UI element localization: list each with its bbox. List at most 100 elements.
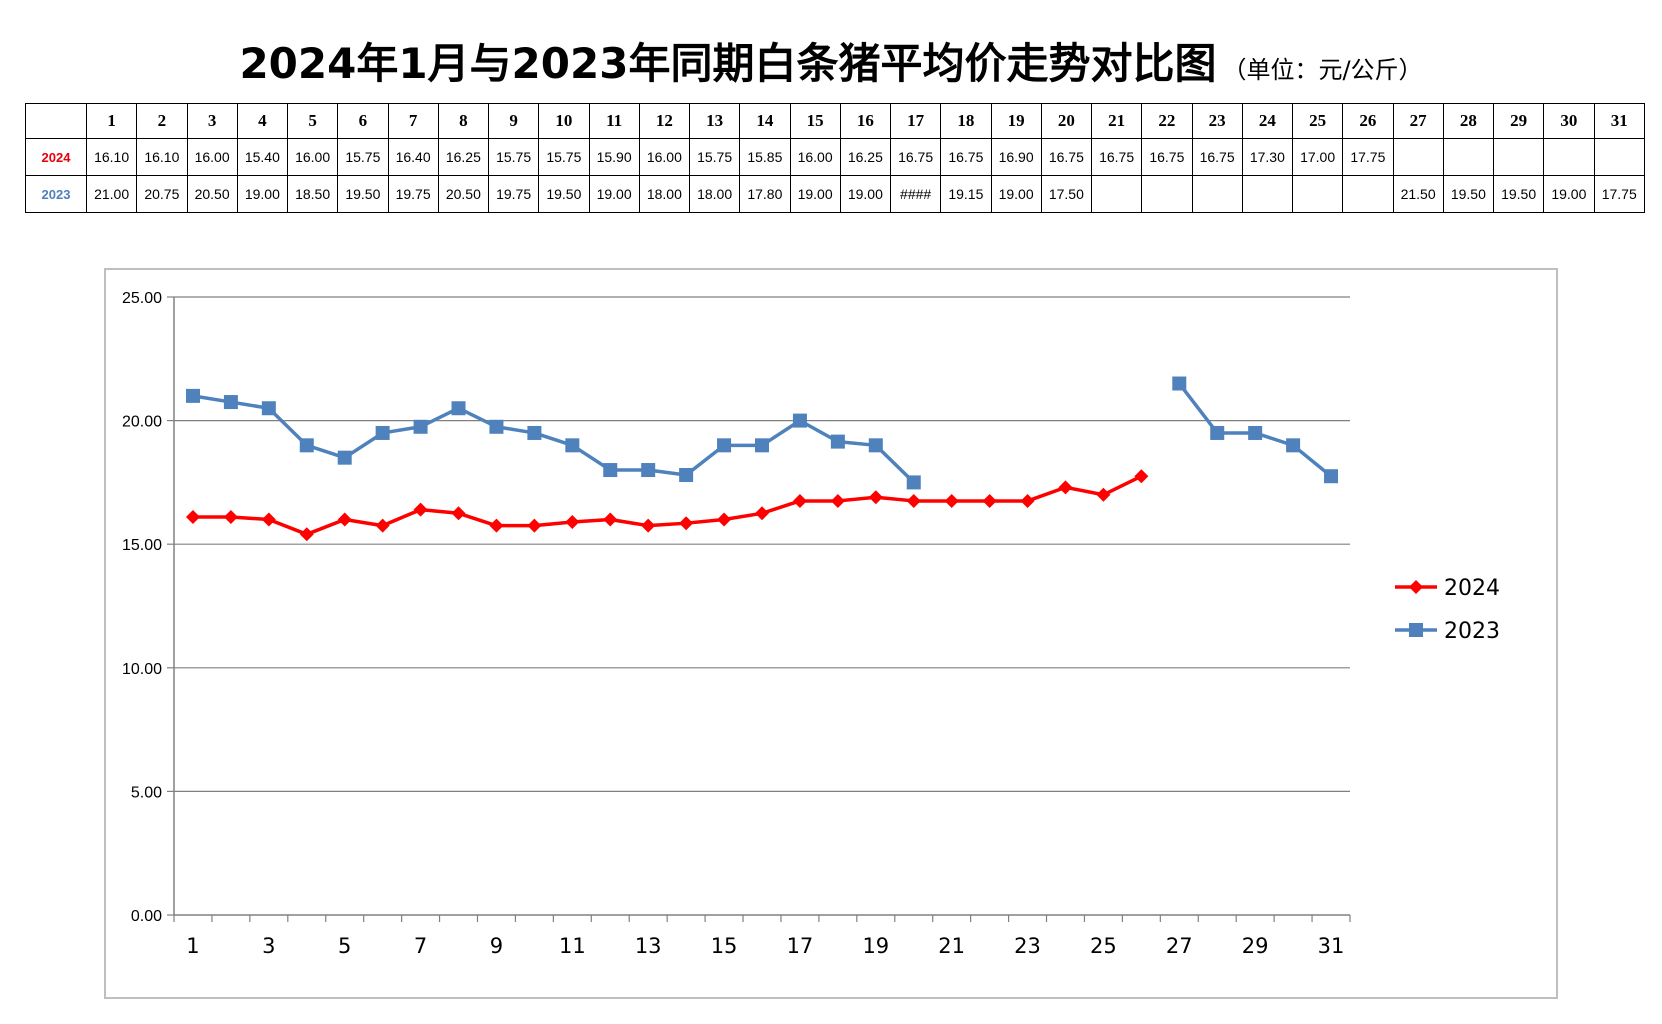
data-point-2023 xyxy=(830,434,845,449)
data-point-2023 xyxy=(413,419,428,434)
data-point-2024 xyxy=(185,510,200,525)
data-point-2023 xyxy=(755,438,769,453)
table-cell xyxy=(1191,175,1243,213)
x-tick-label: 25 xyxy=(1090,934,1117,958)
table-cell: 20.50 xyxy=(437,175,490,213)
data-point-2023 xyxy=(1172,376,1187,391)
table-cell: 21.00 xyxy=(85,175,138,213)
data-point-2024 xyxy=(489,518,504,533)
table-day-header: 10 xyxy=(538,103,590,139)
data-point-2023 xyxy=(337,450,352,465)
table-row-2023: 2023 21.00 20.75 20.50 19.00 18.50 19.50 19.75 2… xyxy=(25,175,1645,213)
table-cell: 16.90 xyxy=(990,138,1042,176)
data-point-2024 xyxy=(1134,469,1149,484)
data-point-2024 xyxy=(982,493,997,508)
data-point-2024 xyxy=(679,516,694,531)
data-point-2023 xyxy=(451,401,466,416)
x-tick-label: 29 xyxy=(1242,934,1269,958)
table-cell: 17.75 xyxy=(1593,175,1645,213)
data-point-2024 xyxy=(375,518,390,533)
table-cell: 18.50 xyxy=(286,175,339,213)
data-point-2023 xyxy=(375,425,390,440)
table-cell: 19.00 xyxy=(990,175,1042,213)
table-cell: 15.85 xyxy=(739,138,791,176)
data-point-2023 xyxy=(489,419,504,434)
table-day-header: 4 xyxy=(236,103,289,139)
x-tick-label: 3 xyxy=(262,934,275,958)
table-day-header: 28 xyxy=(1442,103,1495,139)
table-cell: 15.40 xyxy=(236,138,289,176)
table-corner-cell xyxy=(25,103,87,139)
data-point-2024 xyxy=(565,514,580,529)
table-row-2024: 2024 16.10 16.10 16.00 15.40 16.00 15.75 16.40 1… xyxy=(25,138,1645,176)
table-cell: 16.00 xyxy=(186,138,238,176)
table-cell: 19.50 xyxy=(1492,175,1545,213)
x-tick-label: 17 xyxy=(787,934,814,958)
data-point-2024 xyxy=(944,493,959,508)
table-cell: 16.00 xyxy=(789,138,841,176)
data-point-2023 xyxy=(1286,438,1301,453)
table-cell: 15.75 xyxy=(487,138,540,176)
x-tick-label: 21 xyxy=(938,934,965,958)
table-cell xyxy=(1141,175,1193,213)
x-tick-label: 5 xyxy=(338,934,351,958)
data-point-2024 xyxy=(299,527,314,542)
y-tick-label: 0.00 xyxy=(131,908,162,925)
table-day-header: 23 xyxy=(1191,103,1243,139)
table-cell xyxy=(1090,175,1143,213)
data-point-2024 xyxy=(755,506,769,521)
table-day-header: 6 xyxy=(337,103,389,139)
table-day-header: 26 xyxy=(1342,103,1394,139)
data-point-2024 xyxy=(413,502,428,517)
table-cell: 15.75 xyxy=(337,138,389,176)
y-tick-label: 5.00 xyxy=(131,784,162,801)
table-cell: 15.75 xyxy=(688,138,741,176)
data-point-2023 xyxy=(1248,425,1263,440)
table-cell xyxy=(1342,175,1394,213)
table-cell: 19.00 xyxy=(839,175,892,213)
table-cell: 19.00 xyxy=(236,175,289,213)
y-tick-label: 20.00 xyxy=(122,414,162,431)
table-cell xyxy=(1241,175,1294,213)
data-point-2024 xyxy=(337,512,352,527)
data-point-2024 xyxy=(868,490,883,505)
data-point-2024 xyxy=(1096,487,1111,502)
chart-title: 2024年1月与2023年同期白条猪平均价走势对比图 （单位：元/公斤） xyxy=(0,30,1662,91)
data-point-2023 xyxy=(185,388,200,403)
data-point-2024 xyxy=(641,518,656,533)
x-tick-label: 15 xyxy=(711,934,738,958)
table-cell: 17.00 xyxy=(1291,138,1344,176)
data-point-2023 xyxy=(565,438,580,453)
table-cell: 18.00 xyxy=(688,175,741,213)
y-tick-label: 15.00 xyxy=(122,537,162,554)
title-unit: （单位：元/公斤） xyxy=(1222,56,1423,84)
data-point-2023 xyxy=(868,438,883,453)
table-day-header: 9 xyxy=(487,103,540,139)
data-point-2024 xyxy=(223,510,238,525)
table-cell: 19.00 xyxy=(1543,175,1595,213)
table-day-header: 18 xyxy=(940,103,992,139)
title-main: 2024年1月与2023年同期白条猪平均价走势对比图 xyxy=(239,39,1217,88)
table-day-header: 8 xyxy=(437,103,490,139)
table-day-header: 27 xyxy=(1392,103,1444,139)
table-cell xyxy=(1593,138,1645,176)
table-row-label: 2024 xyxy=(25,138,87,176)
table-cell: 19.50 xyxy=(1442,175,1495,213)
data-point-2024 xyxy=(906,493,921,508)
data-point-2023 xyxy=(223,395,238,410)
x-tick-label: 27 xyxy=(1166,934,1193,958)
data-point-2024 xyxy=(1020,493,1035,508)
data-point-2023 xyxy=(717,438,732,453)
data-point-2024 xyxy=(451,506,466,521)
table-cell: 17.50 xyxy=(1040,175,1093,213)
data-point-2023 xyxy=(299,438,314,453)
table-day-header: 29 xyxy=(1492,103,1545,139)
table-cell: 16.75 xyxy=(1141,138,1193,176)
data-point-2024 xyxy=(792,493,807,508)
x-tick-label: 31 xyxy=(1318,934,1345,958)
price-data-table: 1 2 3 4 5 6 7 8 9 10 11 12 13 14 15 16 17 18 19 20 21 22 23 24 2… xyxy=(25,103,1645,213)
legend-label-2024: 2024 xyxy=(1444,576,1500,601)
table-cell: 19.00 xyxy=(789,175,841,213)
table-day-header: 30 xyxy=(1543,103,1595,139)
series-line-2024 xyxy=(192,474,1143,537)
